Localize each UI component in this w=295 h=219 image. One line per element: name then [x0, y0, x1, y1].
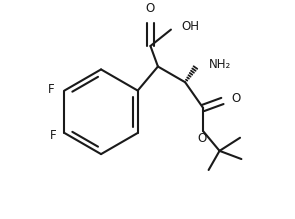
- Text: NH₂: NH₂: [209, 58, 231, 71]
- Text: O: O: [231, 92, 240, 105]
- Text: O: O: [197, 132, 206, 145]
- Text: OH: OH: [181, 20, 199, 33]
- Text: F: F: [48, 83, 55, 96]
- Text: F: F: [50, 129, 56, 142]
- Text: O: O: [146, 2, 155, 15]
